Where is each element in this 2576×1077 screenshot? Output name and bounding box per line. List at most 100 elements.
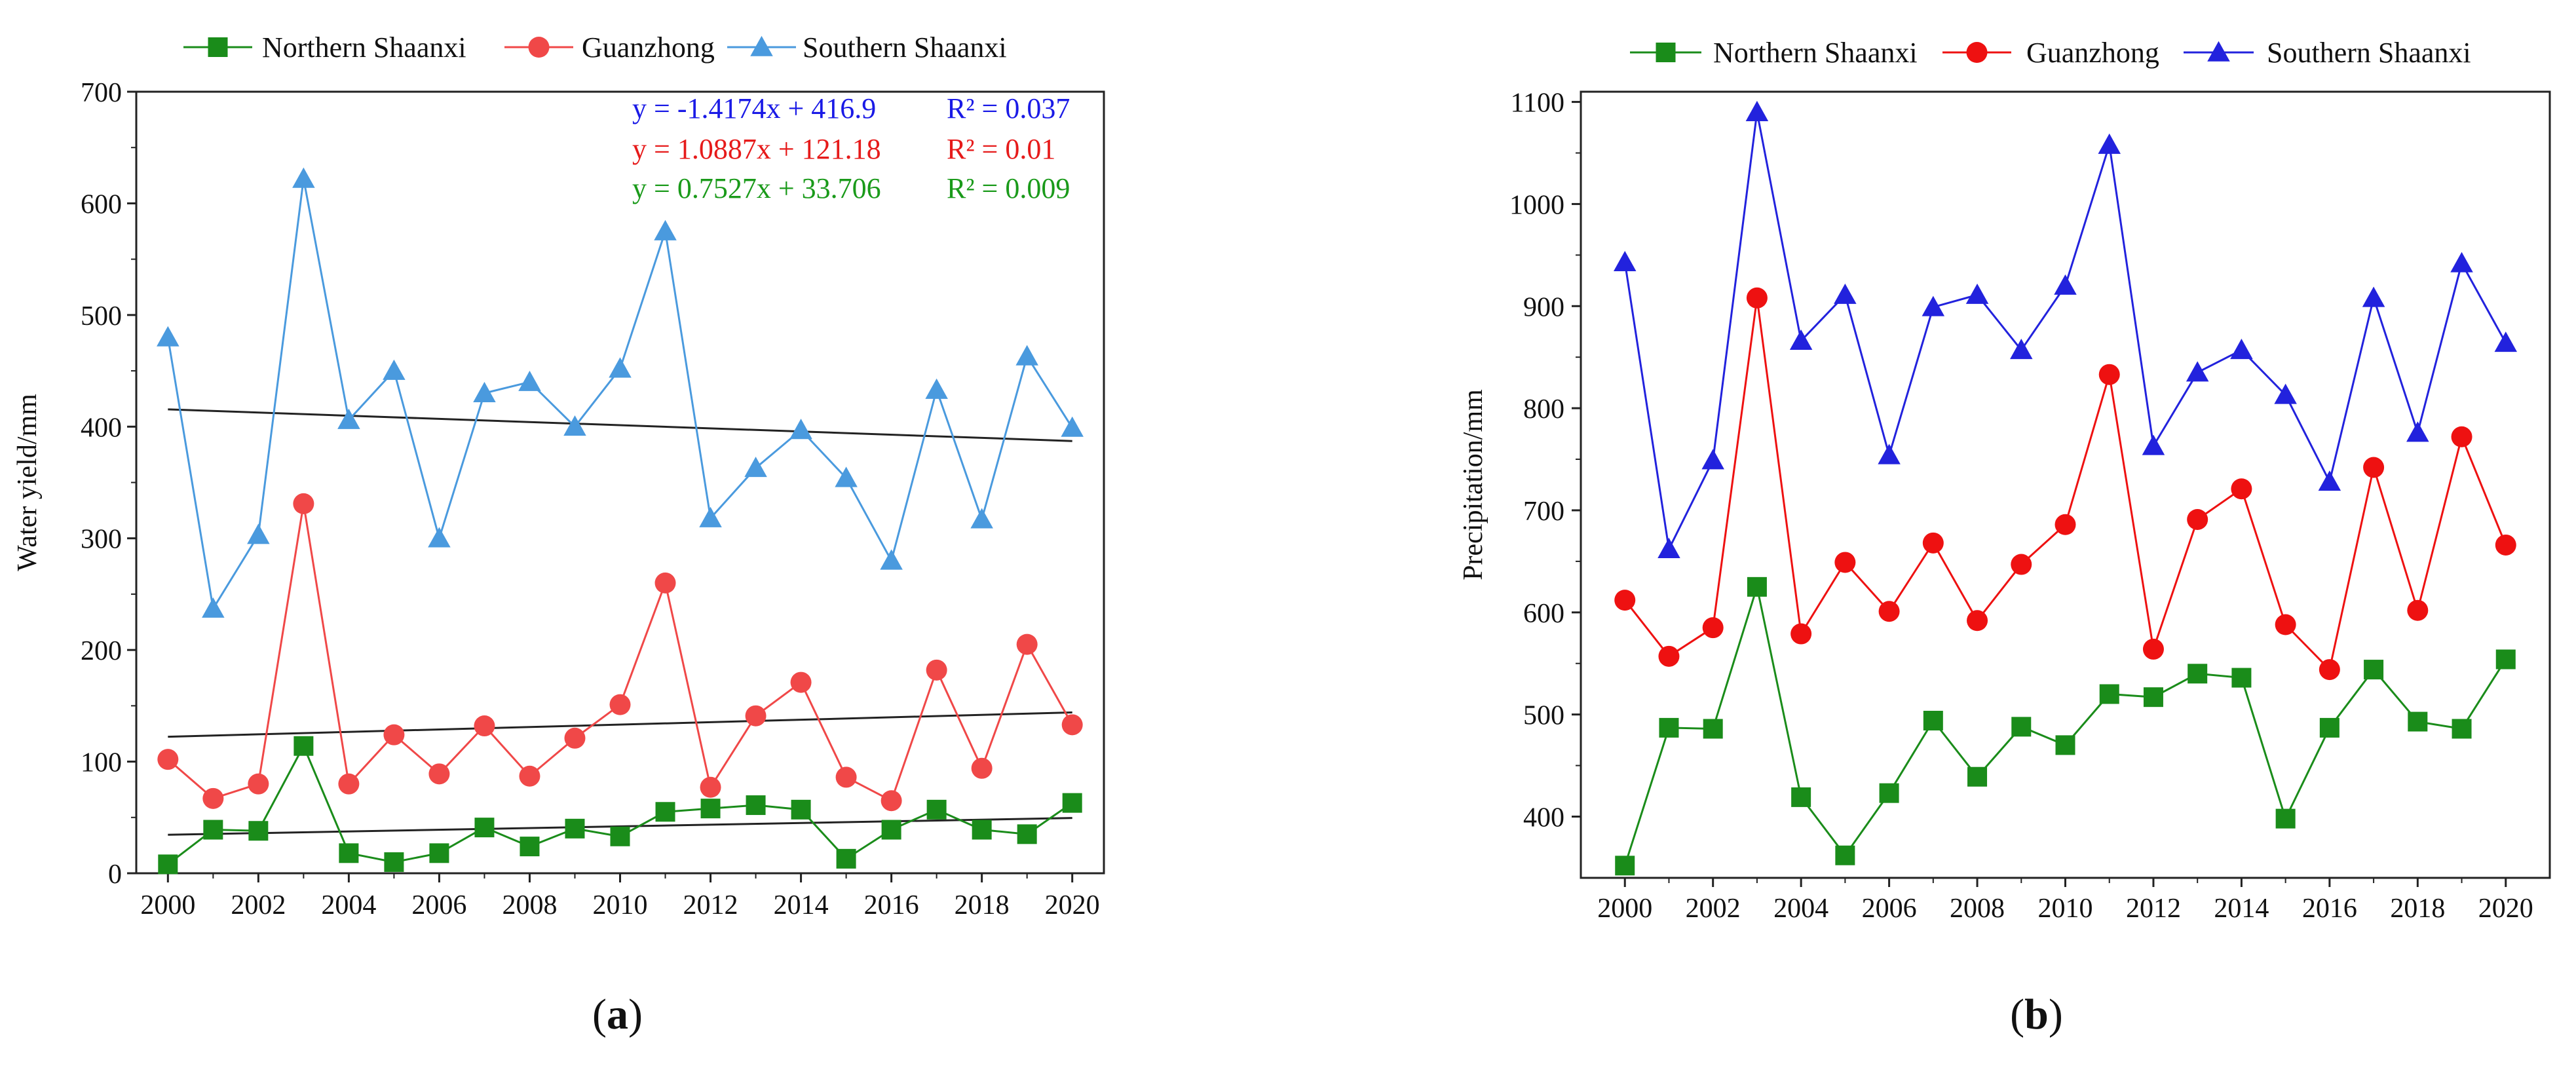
data-point-guanzhong bbox=[745, 705, 767, 727]
x-tick-label: 2018 bbox=[2390, 894, 2445, 924]
data-point-northern-shaanxi bbox=[1017, 824, 1037, 844]
data-point-northern-shaanxi bbox=[2364, 660, 2384, 680]
data-point-northern-shaanxi bbox=[2452, 719, 2472, 739]
legend-item-northern-shaanxi: Northern Shaanxi bbox=[1630, 37, 1918, 69]
data-point-northern-shaanxi bbox=[2011, 717, 2032, 737]
data-point-northern-shaanxi bbox=[1835, 845, 1855, 865]
data-point-northern-shaanxi bbox=[836, 848, 856, 869]
series-southern-shaanxi bbox=[157, 167, 1084, 618]
x-tick-label: 2018 bbox=[955, 890, 1010, 920]
trendline-guanzhong bbox=[168, 711, 1072, 738]
y-tick-label: 100 bbox=[81, 748, 122, 778]
data-point-guanzhong bbox=[428, 763, 450, 785]
data-point-guanzhong bbox=[2319, 659, 2340, 681]
data-point-northern-shaanxi bbox=[2231, 668, 2252, 688]
data-point-guanzhong bbox=[248, 773, 269, 795]
data-point-guanzhong bbox=[2011, 554, 2032, 575]
data-point-southern-shaanxi bbox=[383, 359, 406, 380]
data-point-northern-shaanxi bbox=[1659, 717, 1679, 738]
y-tick-label: 0 bbox=[108, 860, 122, 890]
data-point-northern-shaanxi bbox=[248, 821, 269, 841]
x-tick-label: 2006 bbox=[411, 890, 466, 920]
x-tick-label: 2006 bbox=[1862, 894, 1917, 924]
data-point-guanzhong bbox=[2451, 426, 2472, 447]
data-point-northern-shaanxi bbox=[384, 852, 404, 872]
data-point-southern-shaanxi bbox=[2406, 421, 2429, 442]
data-point-northern-shaanxi bbox=[1703, 719, 1723, 739]
x-tick-label: 2016 bbox=[2302, 894, 2357, 924]
regression-equation: y = 1.0887x + 121.18 bbox=[632, 133, 881, 165]
x-tick-label: 2004 bbox=[1773, 894, 1828, 924]
series-southern-shaanxi bbox=[1613, 100, 2518, 558]
y-tick-label: 500 bbox=[81, 301, 122, 331]
data-point-northern-shaanxi bbox=[2188, 664, 2208, 684]
data-point-northern-shaanxi bbox=[2275, 808, 2296, 829]
legend-marker bbox=[1966, 42, 1988, 63]
series-line-guanzhong bbox=[167, 503, 1073, 803]
data-point-guanzhong bbox=[609, 694, 631, 715]
y-tick-label: 900 bbox=[1523, 292, 1564, 322]
data-point-southern-shaanxi bbox=[789, 419, 812, 440]
y-tick-label: 400 bbox=[1523, 803, 1564, 833]
data-point-northern-shaanxi bbox=[565, 818, 585, 839]
data-point-southern-shaanxi bbox=[2318, 470, 2341, 491]
data-point-southern-shaanxi bbox=[880, 549, 903, 570]
data-point-northern-shaanxi bbox=[2055, 735, 2075, 755]
data-point-northern-shaanxi bbox=[2319, 717, 2339, 738]
x-tick-label: 2014 bbox=[2214, 894, 2269, 924]
data-point-guanzhong bbox=[2363, 457, 2385, 478]
data-point-southern-shaanxi bbox=[744, 457, 767, 478]
data-point-guanzhong bbox=[2142, 638, 2164, 660]
data-point-northern-shaanxi bbox=[746, 795, 766, 816]
data-point-southern-shaanxi bbox=[292, 167, 315, 188]
data-point-southern-shaanxi bbox=[925, 378, 948, 399]
data-point-guanzhong bbox=[2187, 508, 2208, 530]
data-point-northern-shaanxi bbox=[158, 854, 178, 875]
series-line-guanzhong bbox=[1624, 297, 2507, 672]
trendline-northern-shaanxi bbox=[168, 817, 1072, 836]
data-point-southern-shaanxi bbox=[1834, 283, 1857, 304]
data-point-northern-shaanxi bbox=[429, 843, 449, 863]
data-point-northern-shaanxi bbox=[1062, 793, 1082, 813]
data-point-guanzhong bbox=[2495, 534, 2516, 556]
legend-label: Guanzhong bbox=[2026, 37, 2159, 69]
data-point-guanzhong bbox=[1746, 287, 1768, 309]
data-point-southern-shaanxi bbox=[609, 357, 632, 378]
panel-label: (a) bbox=[592, 991, 643, 1038]
data-point-southern-shaanxi bbox=[1657, 537, 1680, 558]
data-point-northern-shaanxi bbox=[2099, 684, 2119, 704]
x-tick-label: 2008 bbox=[1950, 894, 2005, 924]
data-point-southern-shaanxi bbox=[157, 326, 180, 347]
data-point-southern-shaanxi bbox=[2274, 383, 2297, 404]
data-point-northern-shaanxi bbox=[1967, 766, 1988, 787]
data-point-guanzhong bbox=[2231, 478, 2252, 500]
regression-equation: y = 0.7527x + 33.706 bbox=[632, 172, 881, 204]
data-point-southern-shaanxi bbox=[699, 506, 722, 527]
y-tick-label: 200 bbox=[81, 636, 122, 666]
data-point-guanzhong bbox=[1702, 617, 1724, 639]
data-point-southern-shaanxi bbox=[2054, 274, 2077, 295]
data-point-northern-shaanxi bbox=[1791, 787, 1811, 807]
legend-item-guanzhong: Guanzhong bbox=[1942, 37, 2159, 69]
y-tick-label: 700 bbox=[81, 78, 122, 108]
y-tick-label: 1100 bbox=[1511, 88, 1564, 119]
data-point-southern-shaanxi bbox=[1878, 444, 1901, 464]
data-point-guanzhong bbox=[338, 773, 360, 795]
data-point-southern-shaanxi bbox=[2494, 331, 2518, 352]
data-point-northern-shaanxi bbox=[972, 820, 992, 840]
data-point-northern-shaanxi bbox=[1879, 783, 1899, 803]
regression-r2: R² = 0.009 bbox=[947, 172, 1070, 204]
legend-label: Guanzhong bbox=[582, 31, 715, 64]
data-point-guanzhong bbox=[1061, 714, 1083, 736]
data-point-guanzhong bbox=[1878, 601, 1900, 622]
data-point-southern-shaanxi bbox=[1701, 449, 1724, 470]
data-point-southern-shaanxi bbox=[2098, 133, 2121, 154]
legend-marker bbox=[1656, 43, 1676, 62]
data-point-guanzhong bbox=[835, 766, 857, 788]
legend-item-guanzhong: Guanzhong bbox=[504, 31, 715, 64]
data-point-guanzhong bbox=[519, 765, 540, 787]
x-tick-label: 2016 bbox=[864, 890, 919, 920]
legend-marker bbox=[208, 37, 228, 57]
data-point-northern-shaanxi bbox=[2143, 687, 2163, 708]
